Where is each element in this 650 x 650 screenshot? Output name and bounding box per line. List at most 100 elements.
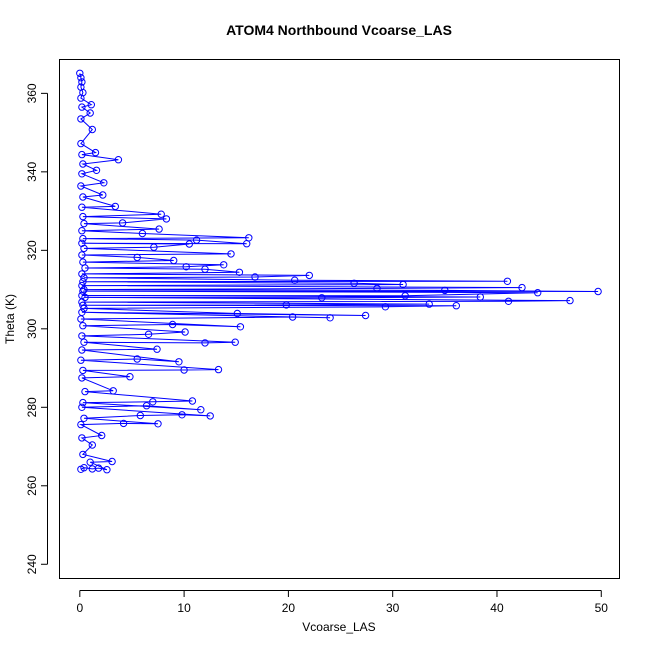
data-point <box>91 148 100 157</box>
data-point <box>504 297 513 305</box>
data-point <box>206 412 214 420</box>
data-point <box>201 265 209 273</box>
data-point <box>79 287 87 295</box>
data-point <box>80 464 88 472</box>
data-point <box>78 78 86 86</box>
data-point <box>79 278 87 286</box>
data-point <box>78 239 86 248</box>
data-point <box>80 244 88 253</box>
data-point <box>92 166 101 175</box>
data-point <box>178 411 186 419</box>
data-point <box>78 308 86 316</box>
data-point <box>157 210 165 218</box>
data-point <box>518 283 526 292</box>
data-point <box>77 74 85 82</box>
data-point <box>114 156 123 164</box>
data-point <box>144 330 153 338</box>
data-point <box>87 101 96 109</box>
data-point <box>282 301 290 309</box>
data-point <box>305 271 313 280</box>
data-point <box>291 276 299 284</box>
x-tick-label: 30 <box>386 601 400 615</box>
data-point <box>78 434 86 442</box>
data-point <box>180 366 188 374</box>
x-axis: 0 10 20 30 40 50 <box>76 590 609 615</box>
data-point <box>86 109 94 117</box>
data-point <box>288 313 297 321</box>
data-point <box>78 270 86 278</box>
data-point <box>86 458 94 466</box>
plot-frame <box>59 59 620 579</box>
data-point <box>79 212 87 221</box>
data-point <box>133 355 141 363</box>
series-line <box>78 73 599 471</box>
data-point <box>133 253 141 262</box>
data-point <box>80 338 88 346</box>
data-point <box>111 202 120 211</box>
data-point <box>154 420 162 428</box>
x-tick-label: 50 <box>595 601 609 615</box>
data-point <box>78 203 86 211</box>
data-point <box>594 287 602 296</box>
y-tick-label: 340 <box>25 161 39 181</box>
data-point <box>401 292 409 300</box>
data-point <box>534 289 542 297</box>
data-point <box>77 182 85 190</box>
data-point <box>155 225 163 233</box>
data-point <box>220 261 228 269</box>
data-point <box>78 332 86 340</box>
data-point <box>79 234 87 243</box>
data-point <box>181 328 189 336</box>
data-point <box>103 466 111 474</box>
data-point <box>78 251 86 259</box>
data-point <box>136 411 145 420</box>
data-point <box>78 170 86 178</box>
y-tick-label: 240 <box>25 554 39 574</box>
data-point <box>182 263 190 271</box>
data-point <box>100 179 108 187</box>
data-point <box>78 227 86 235</box>
x-tick-label: 40 <box>490 601 504 615</box>
data-point <box>142 402 151 410</box>
data-point <box>77 420 85 429</box>
y-tick-label: 280 <box>25 397 39 417</box>
data-point <box>185 240 194 248</box>
data-point <box>79 160 87 168</box>
x-tick-label: 10 <box>177 601 191 615</box>
data-point <box>79 301 87 309</box>
data-point <box>88 125 97 134</box>
data-point <box>236 323 245 331</box>
data-point <box>227 250 235 258</box>
data-point <box>78 374 86 382</box>
data-point <box>79 366 87 375</box>
data-point <box>138 229 147 238</box>
data-point <box>88 441 97 449</box>
data-point <box>214 365 223 374</box>
chart-title: ATOM4 Northbound Vcoarse_LAS <box>226 22 452 38</box>
data-point <box>80 285 88 294</box>
y-axis-label: Theta (K) <box>3 294 17 344</box>
data-point <box>77 356 85 364</box>
data-point <box>78 103 86 111</box>
data-point <box>361 311 370 320</box>
y-tick-label: 260 <box>25 475 39 495</box>
data-point <box>231 338 239 346</box>
y-tick-label: 320 <box>25 240 39 260</box>
data-point <box>192 236 201 244</box>
data-point <box>318 294 326 302</box>
data-point <box>373 284 381 293</box>
data-point <box>126 373 134 381</box>
data-point <box>81 387 89 396</box>
data-point <box>98 431 106 440</box>
data-point <box>80 414 88 422</box>
plot-area <box>76 69 602 474</box>
data-point <box>251 273 259 281</box>
data-point <box>381 303 390 311</box>
data-point <box>399 280 407 289</box>
y-axis: 240 260 280 300 320 340 360 <box>25 83 48 574</box>
data-point <box>76 69 84 78</box>
data-point <box>350 279 358 287</box>
x-tick-label: 0 <box>76 601 83 615</box>
data-point <box>201 339 209 347</box>
